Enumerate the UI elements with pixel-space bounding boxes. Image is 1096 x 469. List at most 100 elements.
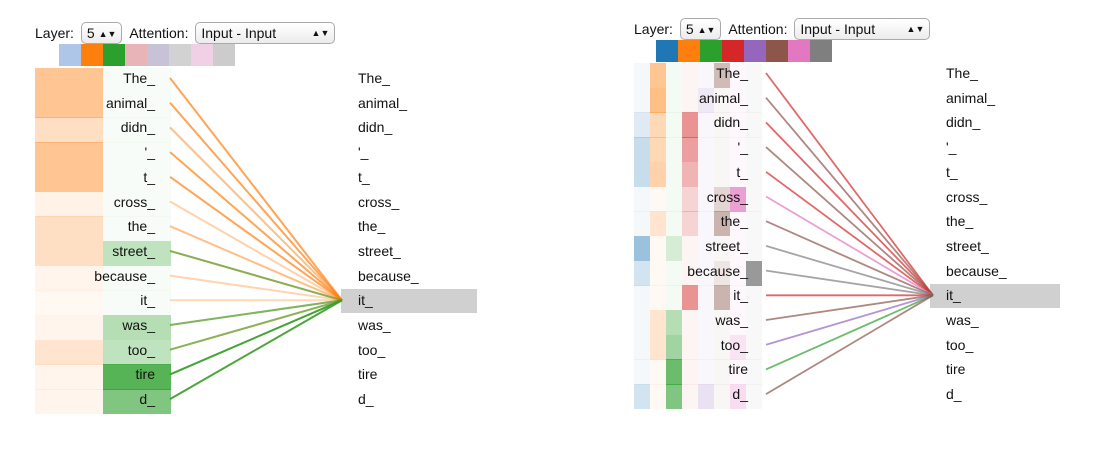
source-token[interactable]: didn_ [120,119,155,136]
source-token[interactable]: cross_ [706,188,748,205]
attention-line [169,299,343,351]
source-token[interactable]: '_ [737,139,748,156]
target-token[interactable]: didn_ [946,114,981,131]
target-token[interactable]: street_ [358,242,401,259]
attention-cell [698,63,714,89]
head-swatch-6[interactable] [788,40,810,62]
attention-select[interactable]: Input - Input ▲▼ [794,18,931,40]
source-token[interactable]: t_ [143,168,155,185]
attention-cell [634,384,650,410]
source-token[interactable]: d_ [732,386,748,403]
source-token[interactable]: because_ [94,267,155,284]
attention-cell [666,137,682,163]
target-token[interactable]: The_ [358,70,390,86]
attention-line [765,220,934,297]
layer-select[interactable]: 5 ▲▼ [679,18,722,40]
target-token[interactable]: cross_ [358,193,400,210]
head-swatch-2[interactable] [103,44,125,66]
target-token[interactable]: cross_ [946,188,988,205]
head-swatch-6[interactable] [191,44,213,66]
source-token[interactable]: it_ [140,292,155,309]
source-token[interactable]: it_ [733,287,748,304]
head-swatch-1[interactable] [678,40,700,62]
head-swatch-5[interactable] [169,44,191,66]
head-swatch-2[interactable] [700,40,722,62]
source-token[interactable]: tire [728,361,748,378]
head-swatch-7[interactable] [810,40,832,62]
layer-select[interactable]: 5 ▲▼ [80,22,123,44]
target-token[interactable]: too_ [946,336,974,353]
attention-cell [682,63,698,89]
target-token[interactable]: the_ [946,213,974,230]
source-token[interactable]: didn_ [713,114,748,131]
attention-line [765,195,934,297]
source-token[interactable]: animal_ [698,89,748,106]
source-token[interactable]: The_ [123,70,155,86]
source-token[interactable]: was_ [715,312,748,328]
target-token[interactable]: t_ [946,163,958,180]
head-swatch-3[interactable] [722,40,744,62]
attention-line [169,299,343,400]
attention-cell [746,285,762,311]
head-swatch-3[interactable] [125,44,147,66]
source-token[interactable]: too_ [127,341,155,358]
target-token[interactable]: was_ [358,317,391,333]
target-token[interactable]: d_ [358,391,374,408]
attention-cell [35,216,103,242]
head-swatch-4[interactable] [744,40,766,62]
target-token[interactable]: The_ [946,65,978,81]
head-swatch-7[interactable] [213,44,235,66]
attention-cell [746,384,762,410]
source-token[interactable]: street_ [705,237,748,254]
source-token[interactable]: '_ [144,144,155,161]
source-token[interactable]: the_ [720,213,748,230]
target-token[interactable]: '_ [946,139,957,156]
attention-cell [698,137,714,163]
source-token[interactable]: animal_ [105,94,155,111]
target-token[interactable]: t_ [358,168,370,185]
target-token[interactable]: '_ [358,144,369,161]
head-swatch-1[interactable] [81,44,103,66]
attention-line [169,299,343,376]
head-swatch-0[interactable] [59,44,81,66]
attention-select[interactable]: Input - Input ▲▼ [195,22,336,44]
target-token[interactable]: because_ [358,267,419,284]
target-token[interactable]: too_ [358,341,386,358]
source-token[interactable]: cross_ [113,193,155,210]
target-token[interactable]: the_ [358,218,386,235]
target-token[interactable]: it_ [358,292,373,309]
head-swatch-5[interactable] [766,40,788,62]
source-token[interactable]: because_ [687,262,748,279]
target-token[interactable]: was_ [946,312,979,328]
attention-cell [746,161,762,187]
source-token[interactable]: was_ [122,317,155,333]
source-token[interactable]: d_ [139,391,155,408]
target-token[interactable]: animal_ [946,89,996,106]
head-swatch-4[interactable] [147,44,169,66]
target-token[interactable]: didn_ [358,119,393,136]
left-attention-panel: Layer: 5 ▲▼ Attention: Input - Input ▲▼ Th… [35,22,477,415]
target-token[interactable]: animal_ [358,94,408,111]
attention-cell [698,260,714,286]
target-token[interactable]: d_ [946,386,962,403]
attention-cell [730,359,746,385]
target-token[interactable]: tire [946,361,966,378]
attention-cell [730,137,746,163]
target-token[interactable]: it_ [946,287,961,304]
source-token[interactable]: tire [135,366,155,383]
source-token[interactable]: The_ [716,65,748,81]
target-token[interactable]: because_ [946,262,1007,279]
head-color-swatches [59,44,235,66]
attention-cell [730,334,746,360]
attention-cell [35,339,103,365]
source-token[interactable]: street_ [112,242,155,259]
source-token[interactable]: t_ [736,163,748,180]
source-token[interactable]: too_ [720,336,748,353]
target-token[interactable]: street_ [946,237,989,254]
target-token[interactable]: tire [358,366,378,383]
attention-cell [682,137,698,163]
attention-line [765,72,934,296]
source-token[interactable]: the_ [127,218,155,235]
head-swatch-0[interactable] [656,40,678,62]
attention-cell [698,310,714,336]
